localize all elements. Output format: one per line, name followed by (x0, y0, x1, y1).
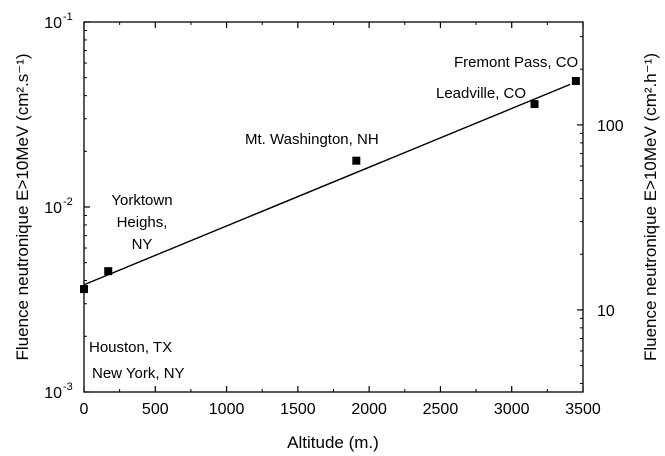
data-point (80, 285, 88, 294)
y-left-axis-ticks: 10-310-210-1 (44, 11, 90, 402)
x-tick-label: 1000 (209, 401, 245, 418)
x-tick-label: 3000 (494, 401, 530, 418)
fit-line (83, 83, 571, 286)
y-left-tick-exponent: -2 (63, 196, 73, 208)
data-point (104, 267, 113, 276)
annotation-new-york: New York, NY (92, 365, 185, 382)
annotation-mt-washington: Mt. Washington, NH (245, 131, 379, 148)
fit-line-group (83, 83, 571, 286)
annotation-houston: Houston, TX (89, 339, 172, 356)
x-axis-ticks: 0 500 1000 1500 2000 2500 3000 3500 (80, 22, 601, 418)
y-left-tick-exponent: -1 (63, 11, 73, 23)
y-left-tick-label: 10 (44, 15, 62, 32)
y-right-tick-label: 10 (597, 303, 615, 320)
y-right-axis-ticks: 10 100 (577, 36, 624, 385)
annotation-fremont: Fremont Pass, CO (454, 54, 578, 71)
y-right-axis-title: Fluence neutronique E>10MeV (cm².h⁻¹) (641, 53, 660, 361)
y-right-tick-label: 100 (597, 118, 624, 135)
y-left-tick-exponent: -3 (63, 381, 73, 393)
x-tick-label: 0 (80, 401, 89, 418)
x-tick-label: 2500 (423, 401, 459, 418)
x-tick-label: 2000 (351, 401, 387, 418)
y-left-tick-label: 10 (44, 200, 62, 217)
x-axis-title: Altitude (m.) (287, 433, 379, 452)
annotation-leadville: Leadville, CO (436, 85, 526, 102)
data-point (530, 100, 539, 109)
annotation-yorktown-line3: NY (132, 236, 153, 253)
data-points (80, 76, 580, 294)
annotation-yorktown-line1: Yorktown (111, 192, 172, 209)
data-point (571, 76, 580, 85)
y-left-axis-title: Fluence neutronique E>10MeV (cm².s⁻¹) (13, 53, 32, 360)
y-left-tick-label: 10 (44, 385, 62, 402)
data-point (352, 156, 361, 165)
x-tick-label: 3500 (565, 401, 601, 418)
x-tick-label: 500 (142, 401, 169, 418)
x-tick-label: 1500 (280, 401, 316, 418)
annotation-yorktown-line2: Heighs, (117, 214, 168, 231)
